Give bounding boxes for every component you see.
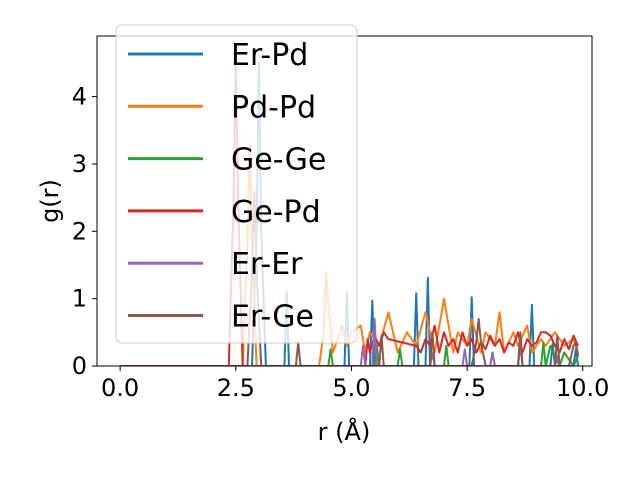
x-axis-label: r (Å) <box>318 417 371 446</box>
legend-label-er-ge: Er-Ge <box>231 300 314 335</box>
x-tick-label: 5.0 <box>332 374 370 402</box>
legend: Er-Pd Pd-Pd Ge-Ge Ge-Pd Er-Er Er-Ge <box>115 24 358 344</box>
series-line-er-ge <box>120 189 580 366</box>
series-line-ge-pd <box>120 65 580 366</box>
x-tick-label: 2.5 <box>217 374 255 402</box>
legend-label-ge-pd: Ge-Pd <box>231 195 321 230</box>
legend-label-er-er: Er-Er <box>231 247 303 282</box>
y-tick-label: 4 <box>72 83 87 111</box>
y-axis: 0 1 2 3 4 <box>72 83 97 380</box>
legend-label-ge-ge: Ge-Ge <box>231 143 326 178</box>
y-tick-label: 3 <box>72 150 87 178</box>
series-layer <box>120 61 580 366</box>
y-tick-label: 0 <box>72 352 87 380</box>
series-line-ge-ge <box>120 341 580 366</box>
y-axis-label: g(r) <box>36 179 64 223</box>
x-axis: 0.0 2.5 5.0 7.5 10.0 <box>101 366 609 402</box>
x-tick-label: 10.0 <box>556 374 609 402</box>
legend-label-er-pd: Er-Pd <box>231 38 308 73</box>
series-line-er-pd <box>120 61 580 366</box>
y-tick-label: 1 <box>72 285 87 313</box>
x-tick-label: 0.0 <box>101 374 139 402</box>
x-tick-label: 7.5 <box>448 374 486 402</box>
y-tick-label: 2 <box>72 217 87 245</box>
legend-label-pd-pd: Pd-Pd <box>231 90 316 125</box>
